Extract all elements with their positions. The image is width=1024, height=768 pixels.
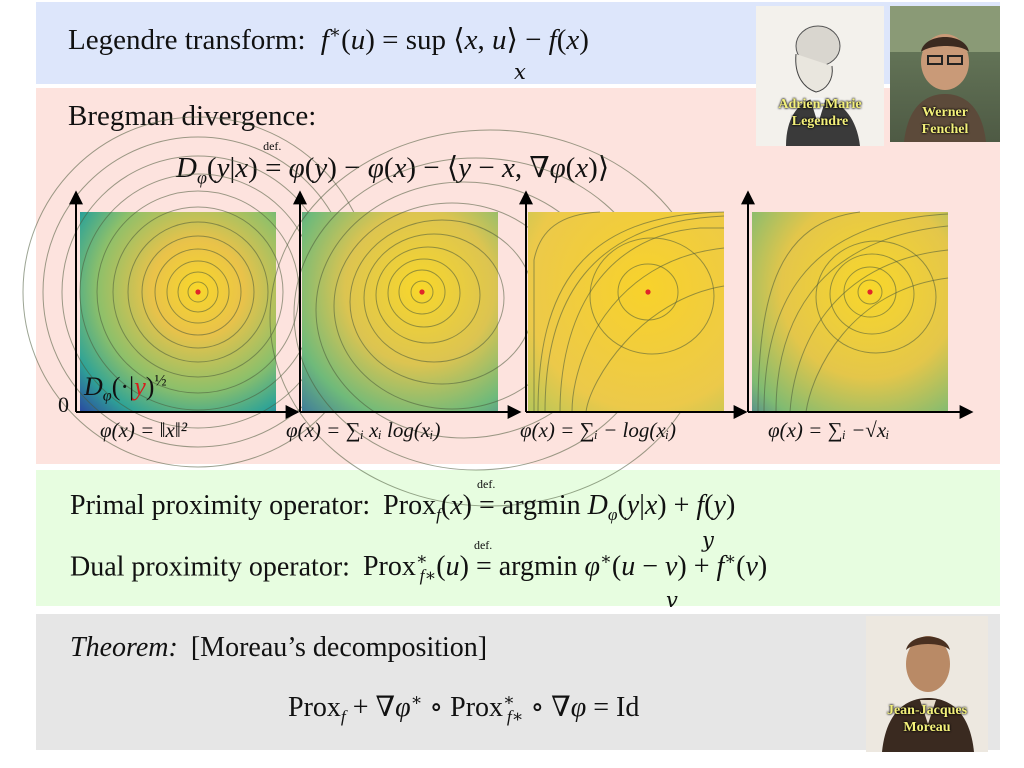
theorem-heading: Theorem: [Moreau’s decomposition]: [70, 632, 487, 664]
plot-2: [269, 129, 711, 507]
moreau-caption-line1: Jean-Jacques: [886, 703, 968, 718]
theorem-label: Theorem:: [70, 632, 178, 663]
plot-1-caption: φ(x) = ‖x‖²: [100, 418, 188, 442]
primal-argmin-subscript: y: [702, 528, 714, 552]
dual-prox-line: Dual proximity operator: Prox∗f∗(u) def.…: [70, 538, 768, 586]
theorem-name: [Moreau’s decomposition]: [190, 632, 488, 663]
legendre-sketch-icon: [786, 25, 860, 146]
legendre-sup-subscript: x: [514, 60, 526, 84]
moreau-caption-line2: Moreau: [903, 720, 951, 735]
plot-2-caption: φ(x) = ∑ᵢ xᵢ log(xᵢ): [286, 418, 441, 442]
plot-3-caption: φ(x) = ∑ᵢ − log(xᵢ): [520, 418, 677, 442]
primal-prox-label: Primal proximity operator:: [70, 490, 371, 521]
theorem-band: [36, 614, 1000, 750]
plot-4-caption: φ(x) = ∑ᵢ −√xᵢ: [768, 418, 890, 442]
prox-band: [36, 470, 1000, 606]
plot-1: [22, 116, 374, 468]
theorem-formula: Proxf + ∇φ∗ ∘ Prox∗f∗ ∘ ∇φ = Id: [288, 690, 640, 727]
dual-argmin-subscript: v: [666, 588, 678, 612]
origin-label: 0: [58, 392, 69, 417]
portrait-legendre: Adrien-Marie Legendre: [756, 6, 884, 146]
moreau-photo-icon: [882, 636, 974, 752]
portrait-fenchel: Werner Fenchel: [890, 6, 1000, 142]
legendre-caption-line1: Adrien-Marie: [778, 97, 862, 112]
fenchel-caption-line1: Werner: [922, 105, 968, 120]
plot-4: [741, 190, 974, 419]
legendre-caption-line2: Legendre: [791, 114, 849, 129]
plot-overlay-label: Dφ(·|y)½: [84, 372, 167, 405]
fenchel-photo-icon: [890, 6, 1000, 142]
legendre-label: Legendre transform:: [68, 24, 306, 56]
bregman-label: Bregman divergence:: [68, 100, 317, 132]
dual-prox-label: Dual proximity operator:: [70, 551, 350, 583]
legendre-heading: Legendre transform: f∗(u) = sup ⟨x, u⟩ −…: [68, 22, 589, 57]
fenchel-caption-line2: Fenchel: [921, 122, 969, 137]
primal-prox-line: Primal proximity operator: Proxf(x) def.…: [70, 477, 736, 525]
legendre-formula: f∗(u) = sup ⟨x, u⟩ − f(x): [320, 22, 589, 56]
portrait-moreau: Jean-Jacques Moreau: [866, 616, 988, 752]
plot-3: [519, 190, 748, 419]
